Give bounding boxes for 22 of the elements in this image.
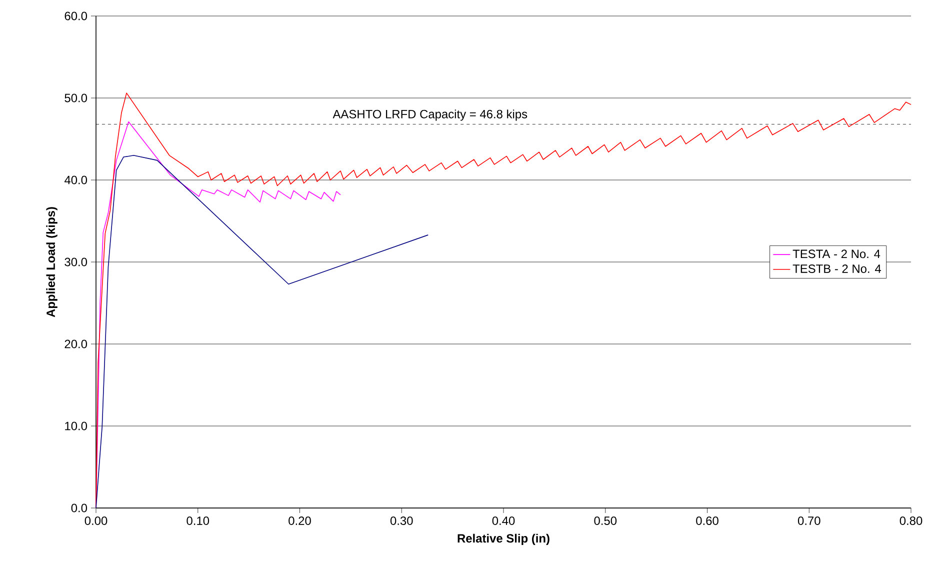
y-tick-label: 20.0 [64, 340, 88, 348]
y-tick-label: 40.0 [64, 176, 88, 184]
x-tick-label: 0.20 [288, 516, 311, 525]
x-tick-label: 0.00 [84, 516, 108, 525]
legend-label: TESTB - 2 No. 4 [792, 264, 882, 273]
ref-line-label: AASHTO LRFD Capacity = 46.8 kips [332, 110, 528, 121]
x-tick-label: 0.80 [900, 516, 922, 525]
y-tick-label: 30.0 [64, 258, 88, 266]
y-tick-label: 50.0 [64, 94, 88, 102]
x-tick-label: 0.40 [492, 516, 515, 525]
x-tick-label: 0.10 [186, 516, 210, 525]
x-tick-label: 0.60 [696, 516, 718, 525]
y-axis-title: Applied Load (kips) [46, 207, 58, 318]
line-series [96, 154, 429, 508]
y-tick-label: 10.0 [65, 422, 88, 430]
x-axis-title: Relative Slip (in) [458, 534, 550, 545]
y-tick-label: 0.0 [71, 504, 88, 512]
legend-label: TESTA - 2 No. 4 [792, 250, 880, 258]
x-tick-label: 0.70 [798, 516, 820, 525]
x-tick-label: 0.30 [390, 516, 413, 525]
x-tick-label: 0.50 [594, 516, 617, 525]
y-tick-label: 60.0 [64, 12, 88, 20]
